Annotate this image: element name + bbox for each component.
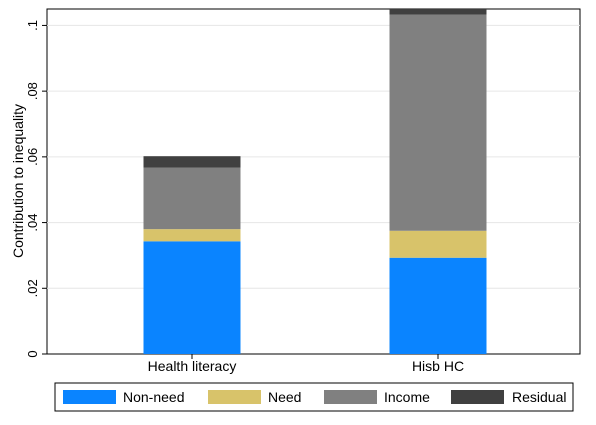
y-axis-label: Contribution to inequality <box>10 104 26 258</box>
y-axis-ticks: 0 .02 .04 .06 .08 .1 <box>25 20 47 358</box>
legend-label: Need <box>268 389 301 405</box>
gridlines <box>47 24 580 289</box>
legend-swatch <box>451 390 504 404</box>
y-tick-label: .06 <box>25 148 40 166</box>
y-tick-label: .04 <box>25 214 40 232</box>
legend-label: Residual <box>512 389 566 405</box>
bars <box>143 9 487 354</box>
bar-segment-need <box>143 229 241 242</box>
x-tick-label: Hisb HC <box>412 358 464 374</box>
y-tick-label: .08 <box>25 82 40 100</box>
x-axis-ticks: Health literacy Hisb HC <box>148 354 464 374</box>
bar-segment-income <box>143 167 241 230</box>
legend: Non-need Need Income Residual <box>63 389 566 405</box>
legend-label: Income <box>384 389 430 405</box>
y-tick-label: 0 <box>25 350 40 357</box>
bar-segment-income <box>389 14 487 231</box>
bar-segment-need <box>389 230 487 258</box>
bar-segment-residual <box>389 9 487 15</box>
y-tick-label: .1 <box>25 20 40 31</box>
legend-label: Non-need <box>123 389 185 405</box>
bar-segment-non-need <box>143 241 241 354</box>
plot-area <box>46 8 581 355</box>
legend-swatch <box>63 390 116 404</box>
x-tick-label: Health literacy <box>148 358 237 374</box>
legend-swatch <box>208 390 261 404</box>
bar-segment-non-need <box>389 257 487 354</box>
legend-swatch <box>324 390 377 404</box>
y-tick-label: .02 <box>25 279 40 297</box>
bar-segment-residual <box>143 156 241 168</box>
